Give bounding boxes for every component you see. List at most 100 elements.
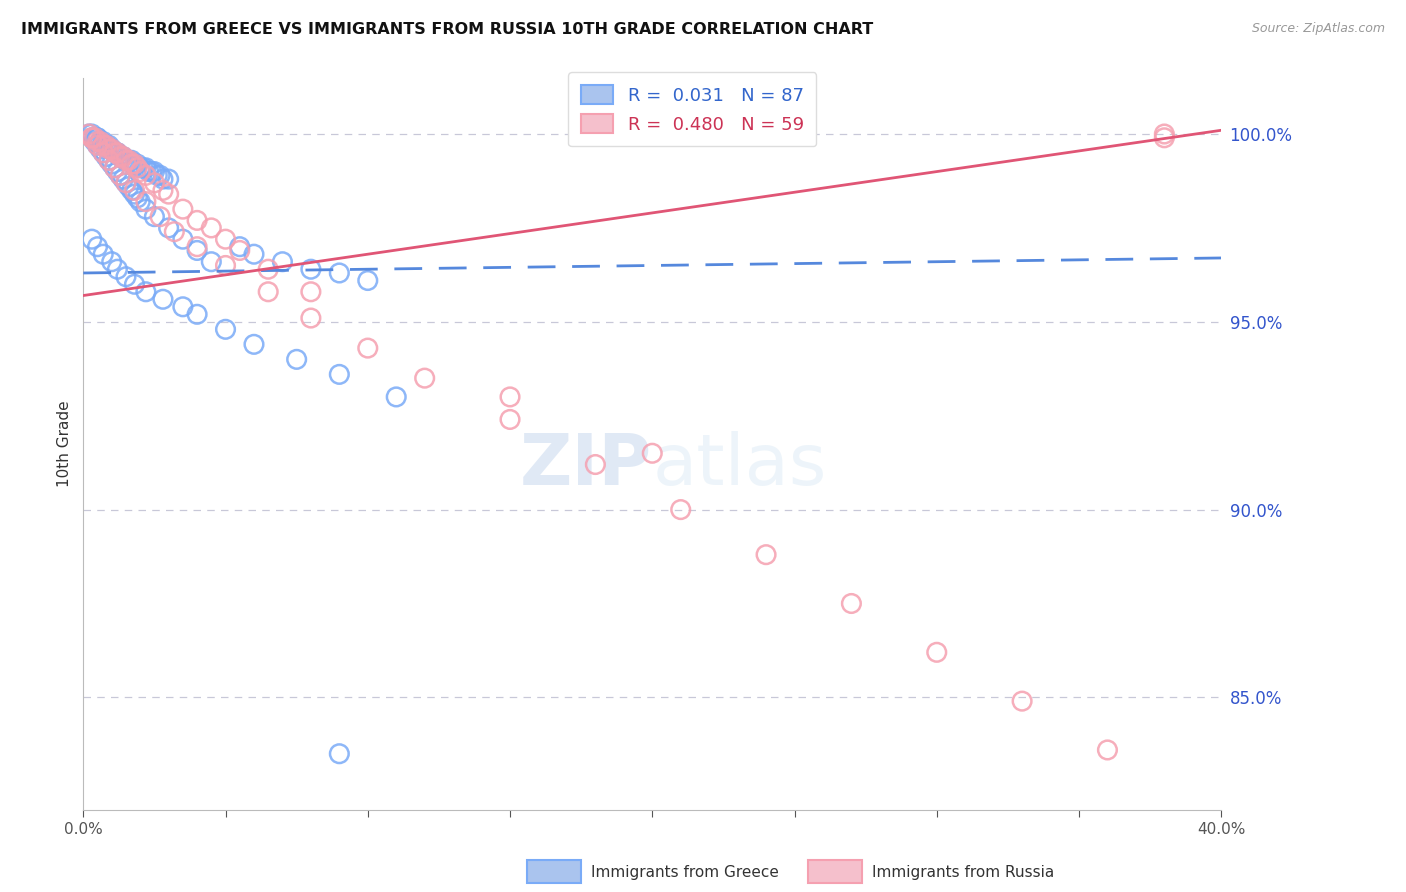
Point xyxy=(229,244,252,258)
Text: Immigrants from Russia: Immigrants from Russia xyxy=(872,865,1054,880)
Point xyxy=(143,164,166,178)
Point xyxy=(97,138,120,153)
Point xyxy=(328,747,350,761)
Point xyxy=(100,254,122,268)
Point xyxy=(157,187,180,202)
Point xyxy=(91,138,114,153)
Point xyxy=(186,240,208,254)
Point xyxy=(107,145,129,160)
Point xyxy=(143,210,166,224)
Point xyxy=(200,254,222,268)
Point xyxy=(841,597,863,611)
Point xyxy=(299,262,322,277)
Point xyxy=(86,138,108,153)
Point xyxy=(385,390,408,404)
Point xyxy=(257,262,280,277)
Point xyxy=(115,269,138,284)
Point xyxy=(94,138,117,153)
Point xyxy=(141,164,163,178)
Point xyxy=(755,548,778,562)
Point xyxy=(328,266,350,280)
Point xyxy=(124,157,146,171)
Text: atlas: atlas xyxy=(652,432,827,500)
Point xyxy=(243,247,266,261)
Text: Immigrants from Greece: Immigrants from Greece xyxy=(591,865,779,880)
Point xyxy=(129,194,152,209)
Point xyxy=(94,150,117,164)
Point xyxy=(127,191,149,205)
Point xyxy=(149,210,172,224)
Point xyxy=(100,142,122,156)
Point xyxy=(328,368,350,382)
Point xyxy=(925,645,948,659)
Point xyxy=(1011,694,1033,708)
Point xyxy=(83,130,105,145)
Text: Source: ZipAtlas.com: Source: ZipAtlas.com xyxy=(1251,22,1385,36)
Point xyxy=(357,273,380,287)
Point xyxy=(129,164,152,178)
Point xyxy=(214,259,236,273)
Point xyxy=(103,161,125,175)
Point xyxy=(112,172,135,186)
Point xyxy=(83,130,105,145)
Point xyxy=(100,142,122,156)
Point xyxy=(77,127,100,141)
Point xyxy=(103,145,125,160)
Point xyxy=(91,135,114,149)
Point xyxy=(89,135,111,149)
Point xyxy=(118,153,141,168)
Point xyxy=(110,150,132,164)
Point xyxy=(172,202,194,216)
Point xyxy=(146,169,169,183)
Point xyxy=(1153,127,1175,141)
Point xyxy=(97,153,120,168)
Point xyxy=(89,142,111,156)
Point xyxy=(97,142,120,156)
Point xyxy=(214,232,236,246)
Point xyxy=(121,157,143,171)
Point xyxy=(115,176,138,190)
Point xyxy=(83,135,105,149)
Point xyxy=(1153,130,1175,145)
Point xyxy=(97,142,120,156)
Point xyxy=(115,176,138,190)
Point xyxy=(186,307,208,321)
Point xyxy=(285,352,308,367)
Point xyxy=(80,130,103,145)
Point xyxy=(499,390,522,404)
Point xyxy=(152,293,174,307)
Point xyxy=(115,153,138,168)
Point xyxy=(91,138,114,153)
Point xyxy=(80,130,103,145)
Point xyxy=(157,221,180,235)
Point xyxy=(103,145,125,160)
Point xyxy=(110,169,132,183)
Point xyxy=(118,153,141,168)
Point xyxy=(115,153,138,168)
Point xyxy=(107,164,129,178)
Point xyxy=(100,142,122,156)
Point xyxy=(669,502,692,516)
Point xyxy=(121,153,143,168)
Point xyxy=(172,232,194,246)
Point xyxy=(89,135,111,149)
Point xyxy=(110,169,132,183)
Point xyxy=(135,194,157,209)
Legend: R =  0.031   N = 87, R =  0.480   N = 59: R = 0.031 N = 87, R = 0.480 N = 59 xyxy=(568,72,817,146)
Point xyxy=(112,150,135,164)
Point xyxy=(100,142,122,156)
Point xyxy=(86,130,108,145)
Point xyxy=(97,153,120,168)
Point xyxy=(357,341,380,355)
Point xyxy=(127,157,149,171)
Point xyxy=(186,213,208,227)
Point xyxy=(86,135,108,149)
Text: IMMIGRANTS FROM GREECE VS IMMIGRANTS FROM RUSSIA 10TH GRADE CORRELATION CHART: IMMIGRANTS FROM GREECE VS IMMIGRANTS FRO… xyxy=(21,22,873,37)
Point xyxy=(157,172,180,186)
Point xyxy=(80,232,103,246)
Point xyxy=(86,138,108,153)
Point xyxy=(132,161,155,175)
Point xyxy=(172,300,194,314)
Point xyxy=(80,130,103,145)
Point xyxy=(214,322,236,336)
